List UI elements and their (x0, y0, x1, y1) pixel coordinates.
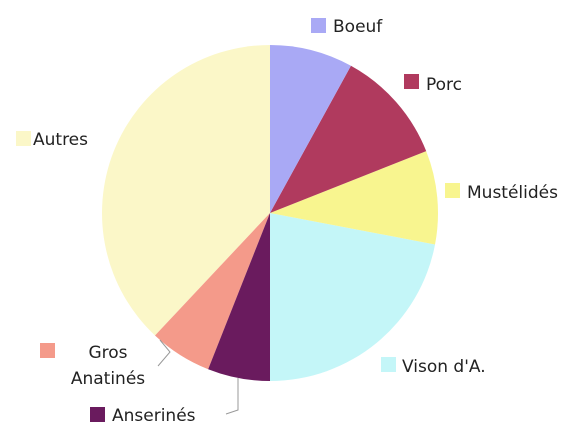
legend-swatch (16, 131, 31, 146)
slice-label: Boeuf (333, 17, 383, 37)
leader-line (157, 339, 171, 367)
slice-label: Vison d'A. (402, 357, 486, 377)
pie-slice (270, 151, 438, 245)
legend-swatch (381, 357, 396, 372)
pie-slice (102, 45, 270, 336)
legend-swatch (311, 18, 326, 33)
legend-swatch (90, 407, 105, 422)
pie-slice (154, 213, 270, 370)
slice-label: Porc (426, 75, 463, 95)
slice-label: Anserinés (112, 406, 196, 426)
pie-slice (270, 65, 427, 213)
slice-label: Mustélidés (467, 183, 558, 203)
slice-label: Autres (33, 130, 89, 150)
leader-line (225, 378, 239, 415)
pie-slice (270, 45, 351, 213)
slice-label: Gros Anatinés (70, 343, 146, 389)
legend-swatch (445, 183, 460, 198)
pie-slice (270, 213, 436, 381)
legend-swatch (404, 74, 419, 89)
pie-slice (208, 213, 270, 381)
legend-swatch (40, 343, 55, 358)
